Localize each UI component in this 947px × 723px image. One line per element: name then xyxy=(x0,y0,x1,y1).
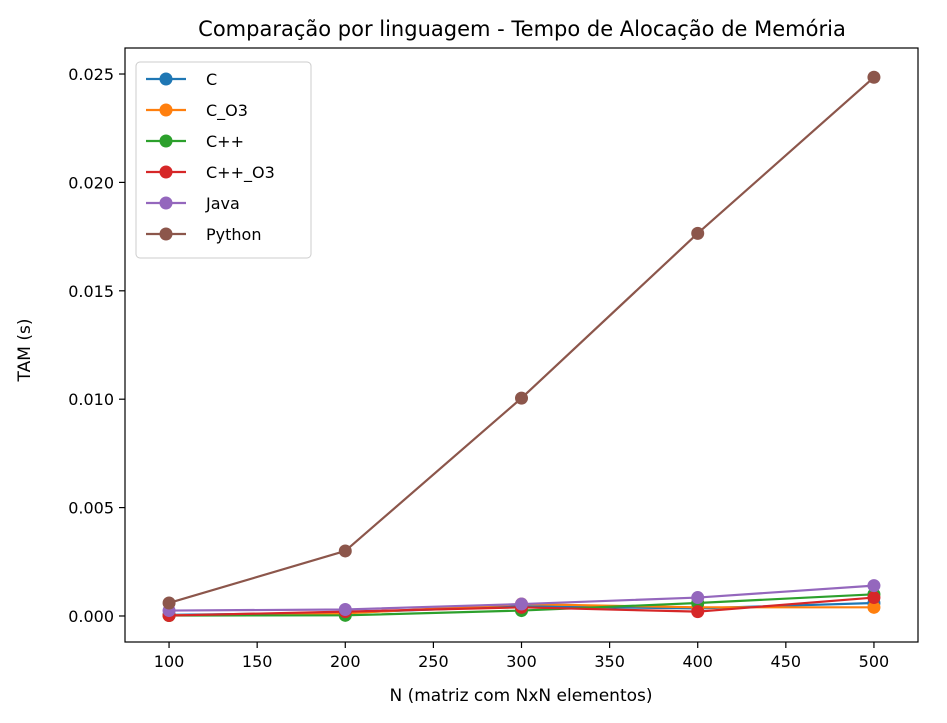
data-point-java xyxy=(867,579,881,593)
legend-label: C++ xyxy=(206,132,244,151)
x-tick-label: 250 xyxy=(418,652,449,671)
legend-label: C xyxy=(206,70,217,89)
x-tick-label: 350 xyxy=(594,652,625,671)
legend-label: Python xyxy=(206,225,261,244)
x-tick-label: 200 xyxy=(330,652,361,671)
legend: C C_O3 C++ C++_O3 Java Python xyxy=(135,61,312,259)
y-axis-label: TAM (s) xyxy=(15,319,35,383)
series-python xyxy=(162,70,881,610)
y-tick-label: 0.010 xyxy=(68,390,114,409)
legend-marker xyxy=(159,103,173,117)
x-tick-label: 500 xyxy=(859,652,890,671)
legend-marker xyxy=(159,196,173,210)
x-tick-label: 300 xyxy=(506,652,537,671)
legend-item-python: Python xyxy=(146,225,261,244)
data-point-python xyxy=(515,391,528,405)
legend-item-c-o3: C_O3 xyxy=(146,101,248,121)
legend-label: C_O3 xyxy=(206,101,248,121)
legend-marker xyxy=(159,134,173,148)
series-java xyxy=(162,579,881,618)
legend-label: Java xyxy=(205,194,240,213)
data-point-java xyxy=(691,591,705,605)
legend-marker xyxy=(159,227,173,241)
data-point-c-o3 xyxy=(867,600,881,614)
y-tick-label: 0.020 xyxy=(68,173,114,192)
legend-item-java: Java xyxy=(146,194,240,213)
legend-label: C++_O3 xyxy=(206,163,275,183)
data-point-python xyxy=(867,70,881,84)
x-tick-label: 450 xyxy=(771,652,802,671)
data-point-java xyxy=(515,597,528,611)
legend-item-cpp-o3: C++_O3 xyxy=(146,163,275,183)
x-axis: 100 150 200 250 300 350 400 450 500 xyxy=(154,642,889,671)
legend-marker xyxy=(159,165,173,179)
legend-marker xyxy=(159,72,173,86)
y-tick-label: 0.000 xyxy=(68,607,114,626)
series-layer xyxy=(162,70,881,623)
x-axis-label: N (matriz com NxN elementos) xyxy=(389,686,652,706)
legend-item-c: C xyxy=(146,70,217,89)
y-tick-label: 0.015 xyxy=(68,282,114,301)
legend-item-cpp: C++ xyxy=(146,132,244,151)
y-tick-label: 0.005 xyxy=(68,499,114,518)
data-point-python xyxy=(338,544,352,558)
x-tick-label: 150 xyxy=(242,652,273,671)
chart-title: Comparação por linguagem - Tempo de Aloc… xyxy=(198,17,846,41)
data-point-cpp-o3 xyxy=(691,605,705,619)
y-tick-label: 0.025 xyxy=(68,65,114,84)
x-tick-label: 100 xyxy=(154,652,185,671)
data-point-python xyxy=(691,226,705,240)
x-tick-label: 400 xyxy=(682,652,713,671)
data-point-cpp-o3 xyxy=(867,591,881,605)
data-point-java xyxy=(338,602,352,616)
data-point-python xyxy=(162,596,176,610)
y-axis: 0.000 0.005 0.010 0.015 0.020 0.025 xyxy=(68,65,125,626)
